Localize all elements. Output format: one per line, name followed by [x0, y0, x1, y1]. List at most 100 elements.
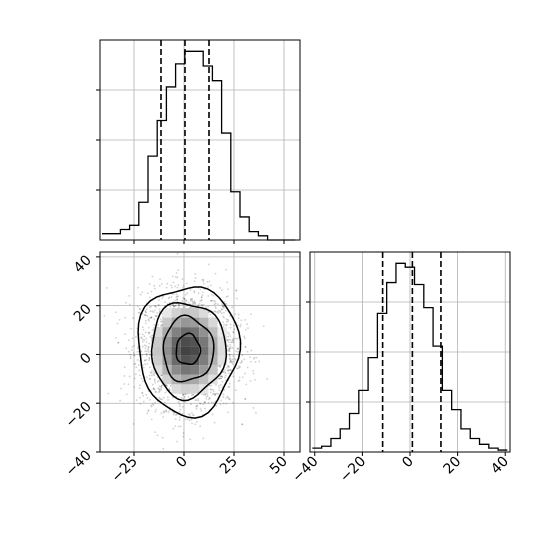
y-tick-label: −20 — [63, 399, 95, 431]
scatter-point — [200, 304, 203, 306]
scatter-point — [191, 303, 194, 306]
y-tick-label: 20 — [71, 301, 95, 325]
scatter-point — [129, 353, 131, 356]
scatter-point — [131, 346, 134, 348]
scatter-point — [220, 375, 223, 378]
scatter-point — [153, 324, 156, 326]
scatter-point — [128, 339, 130, 342]
scatter-point — [217, 384, 220, 387]
scatter-point — [207, 263, 210, 266]
scatter-point — [206, 281, 209, 283]
scatter-point — [229, 335, 232, 338]
scatter-point — [143, 314, 146, 316]
scatter-point — [226, 395, 229, 398]
density-contour — [137, 286, 242, 419]
scatter-point — [230, 369, 233, 372]
scatter-point — [142, 394, 145, 397]
scatter-point — [164, 391, 167, 394]
scatter-point — [192, 301, 195, 304]
scatter-point — [167, 297, 170, 300]
scatter-point — [160, 320, 163, 323]
scatter-point — [182, 394, 185, 397]
scatter-point — [146, 315, 149, 317]
density-contour — [175, 332, 202, 366]
scatter-point — [177, 401, 180, 403]
scatter-point — [221, 305, 224, 308]
scatter-point — [185, 299, 188, 302]
scatter-point — [200, 296, 203, 299]
scatter-point — [155, 315, 157, 318]
scatter-point — [222, 304, 224, 307]
scatter-point — [132, 423, 135, 425]
scatter-point — [186, 292, 189, 294]
scatter-point — [139, 307, 142, 310]
scatter-point — [141, 291, 144, 294]
scatter-point — [137, 312, 140, 314]
scatter-point — [202, 303, 205, 306]
scatter-point — [225, 296, 228, 298]
scatter-point — [213, 421, 216, 424]
x-tick-label: 0 — [173, 454, 191, 472]
scatter-point — [160, 385, 163, 388]
scatter-point — [202, 393, 205, 396]
scatter-point — [202, 282, 205, 285]
scatter-point — [167, 399, 169, 401]
density-cell — [190, 308, 200, 318]
scatter-point — [226, 281, 229, 284]
scatter-point — [138, 396, 141, 399]
scatter-point — [226, 339, 229, 341]
scatter-point — [222, 396, 225, 399]
scatter-point — [184, 418, 187, 421]
scatter-point — [222, 321, 224, 323]
scatter-point — [140, 350, 143, 353]
scatter-point — [252, 369, 255, 372]
scatter-point — [178, 405, 181, 408]
scatter-point — [229, 315, 231, 317]
scatter-point — [224, 369, 226, 372]
scatter-point — [235, 350, 238, 353]
scatter-point — [134, 336, 137, 338]
scatter-point — [241, 376, 244, 379]
scatter-point — [149, 371, 152, 374]
scatter-point — [222, 402, 225, 405]
scatter-point — [220, 375, 223, 378]
scatter-point — [145, 308, 148, 311]
scatter-point — [200, 410, 203, 412]
scatter-point — [160, 385, 163, 387]
scatter-point — [231, 338, 234, 341]
scatter-point — [231, 341, 233, 344]
axes-frame — [99, 251, 301, 453]
scatter-point — [187, 395, 190, 398]
scatter-point — [147, 345, 150, 348]
scatter-point — [150, 405, 153, 408]
scatter-point — [222, 371, 224, 373]
scatter-point — [227, 288, 229, 291]
scatter-point — [148, 282, 151, 285]
scatter-point — [241, 360, 243, 362]
scatter-point — [159, 374, 162, 377]
scatter-point — [226, 366, 228, 369]
scatter-point — [215, 392, 218, 395]
scatter-point — [204, 407, 206, 410]
scatter-point — [221, 380, 224, 383]
scatter-point — [228, 354, 231, 356]
scatter-point — [166, 282, 169, 285]
scatter-point — [211, 299, 213, 302]
scatter-point — [228, 372, 230, 375]
scatter-point — [147, 318, 150, 321]
scatter-point — [155, 306, 157, 308]
scatter-point — [157, 324, 159, 326]
scatter-point — [160, 282, 163, 285]
scatter-point — [246, 350, 249, 353]
scatter-point — [237, 365, 240, 368]
scatter-point — [250, 349, 253, 352]
scatter-point — [128, 375, 131, 378]
density-contour — [150, 302, 228, 402]
scatter-point — [147, 409, 150, 412]
scatter-point — [132, 317, 134, 320]
scatter-point — [176, 298, 179, 301]
scatter-point — [181, 412, 184, 415]
scatter-point — [135, 399, 138, 402]
scatter-point — [214, 310, 216, 313]
